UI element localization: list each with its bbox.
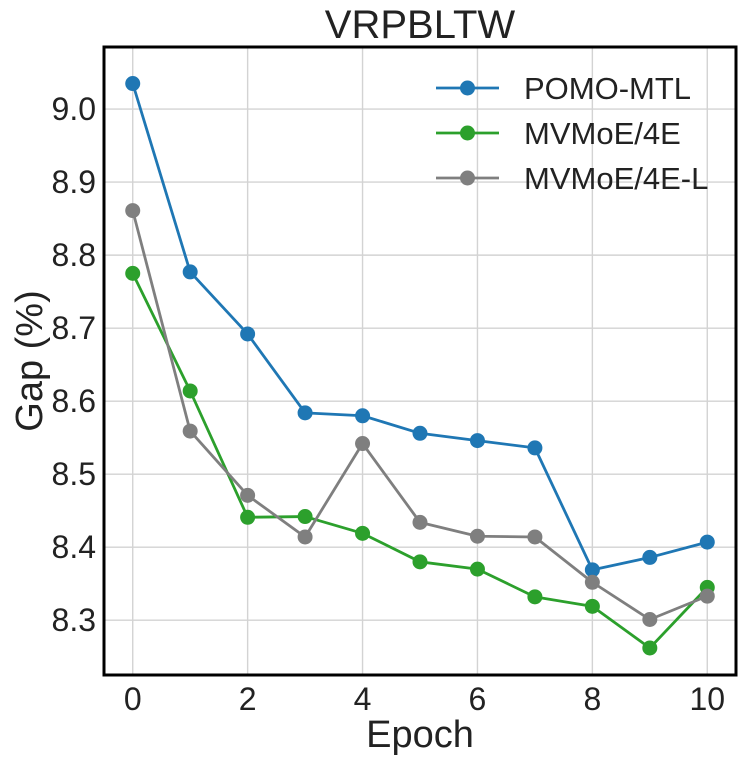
- legend-item: MVMoE/4E-L: [436, 161, 708, 196]
- grid-lines: [104, 47, 736, 675]
- data-point: [125, 265, 141, 281]
- data-point: [469, 561, 485, 577]
- y-axis-label: Gap (%): [9, 290, 51, 431]
- data-point: [584, 562, 600, 578]
- y-tick-label: 8.4: [52, 529, 96, 565]
- x-tick-label: 4: [354, 681, 372, 717]
- series-pomo-mtl: [125, 76, 715, 578]
- legend-label: MVMoE/4E-L: [524, 161, 708, 196]
- legend-label: POMO-MTL: [524, 71, 691, 106]
- data-point: [412, 514, 428, 530]
- data-point: [469, 528, 485, 544]
- x-tick-labels: 0 2 4 6 8 10: [124, 681, 725, 717]
- y-tick-label: 8.9: [52, 164, 96, 200]
- data-point: [355, 525, 371, 541]
- y-tick-label: 8.3: [52, 602, 96, 638]
- data-point: [469, 433, 485, 449]
- y-tick-label: 8.6: [52, 383, 96, 419]
- legend-marker: [460, 170, 475, 186]
- legend-label: MVMoE/4E: [524, 116, 681, 151]
- data-point: [699, 588, 715, 604]
- data-point: [412, 554, 428, 570]
- data-point: [182, 264, 198, 280]
- x-tick-label: 0: [124, 681, 142, 717]
- chart-title: VRPBLTW: [325, 3, 516, 47]
- x-tick-label: 8: [583, 681, 601, 717]
- y-tick-label: 8.7: [52, 310, 96, 346]
- x-tick-label: 2: [239, 681, 257, 717]
- legend: POMO-MTL MVMoE/4E MVMoE/4E-L: [436, 71, 708, 196]
- legend-item: POMO-MTL: [436, 71, 691, 106]
- plot-frame: [102, 45, 738, 677]
- data-point: [355, 436, 371, 452]
- data-point: [642, 612, 658, 628]
- data-point: [297, 509, 313, 525]
- data-point: [125, 76, 141, 92]
- y-tick-label: 8.5: [52, 456, 96, 492]
- series-mvmoe-4e-l: [125, 203, 715, 628]
- data-point: [527, 589, 543, 605]
- y-tick-label: 9.0: [52, 91, 96, 127]
- x-axis-label: Epoch: [366, 714, 474, 756]
- data-point: [240, 509, 256, 525]
- data-point: [240, 487, 256, 503]
- data-point: [297, 529, 313, 545]
- data-point: [182, 383, 198, 399]
- data-point: [240, 326, 256, 342]
- series-layer: [125, 76, 715, 656]
- data-point: [412, 425, 428, 441]
- data-point: [297, 405, 313, 421]
- legend-marker: [460, 125, 475, 141]
- data-point: [584, 598, 600, 614]
- data-point: [527, 440, 543, 456]
- data-point: [125, 203, 141, 219]
- legend-marker: [460, 80, 475, 96]
- x-tick-label: 6: [469, 681, 487, 717]
- y-tick-label: 8.8: [52, 237, 96, 273]
- data-point: [584, 574, 600, 590]
- legend-item: MVMoE/4E: [436, 116, 681, 151]
- data-point: [355, 408, 371, 424]
- y-tick-labels: 8.3 8.4 8.5 8.6 8.7 8.8 8.9 9.0: [52, 91, 96, 638]
- data-point: [642, 549, 658, 565]
- data-point: [527, 529, 543, 545]
- data-point: [642, 640, 658, 656]
- data-point: [182, 423, 198, 439]
- data-point: [699, 534, 715, 550]
- x-tick-label: 10: [689, 681, 725, 717]
